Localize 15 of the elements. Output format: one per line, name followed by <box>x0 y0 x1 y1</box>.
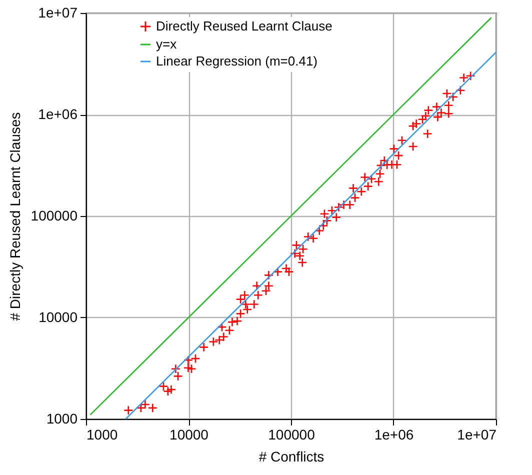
y-tick-label: 1000 <box>46 410 78 426</box>
legend-label: Directly Reused Learnt Clause <box>156 18 332 34</box>
legend-label: y=x <box>156 36 178 52</box>
x-tick-label: 1000 <box>86 426 118 442</box>
x-tick-label: 100000 <box>268 426 316 442</box>
x-tick-label: 1e+06 <box>374 426 414 442</box>
y-tick-label: 1e+06 <box>38 106 78 122</box>
x-tick-label: 1e+07 <box>457 426 497 442</box>
y-axis-title: # Directly Reused Learnt Clauses <box>6 112 23 321</box>
y-tick-label: 100000 <box>30 208 78 224</box>
x-tick-label: 10000 <box>170 426 209 442</box>
y-tick-label: 1e+07 <box>38 4 78 20</box>
x-axis-title: # Conflicts <box>258 448 324 464</box>
y-tick-label: 10000 <box>38 309 78 325</box>
legend-label: Linear Regression (m=0.41) <box>156 54 318 68</box>
